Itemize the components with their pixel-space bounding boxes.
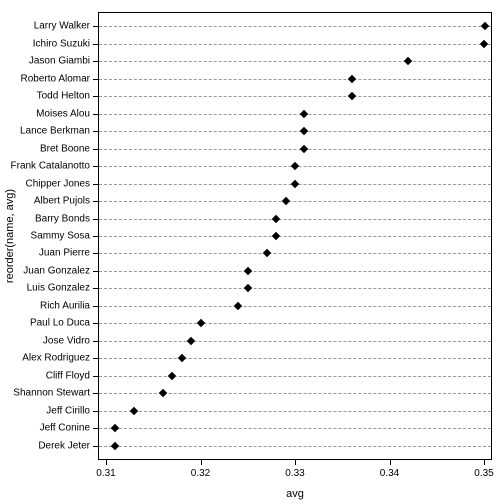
y-tick (93, 26, 98, 27)
gridline (99, 79, 491, 80)
y-tick-label: Chipper Jones (26, 178, 90, 189)
y-tick-label: Juan Pierre (39, 248, 90, 259)
gridline (99, 131, 491, 132)
y-axis-label: reorder(name, avg) (4, 189, 16, 283)
y-tick (93, 271, 98, 272)
gridline (99, 376, 491, 377)
gridline (99, 341, 491, 342)
x-axis-label: avg (286, 488, 304, 500)
y-tick (93, 79, 98, 80)
y-tick (93, 446, 98, 447)
gridline (99, 428, 491, 429)
gridline (99, 393, 491, 394)
x-tick-label: 0.32 (191, 468, 210, 479)
y-tick-label: Rich Aurilia (40, 300, 90, 311)
x-tick (484, 460, 485, 465)
gridline (99, 358, 491, 359)
y-tick (93, 219, 98, 220)
y-tick-label: Moises Alou (36, 108, 90, 119)
gridline (99, 253, 491, 254)
y-tick (93, 131, 98, 132)
x-tick (295, 460, 296, 465)
y-tick-label: Larry Walker (34, 21, 90, 32)
y-tick-label: Luis Gonzalez (27, 283, 90, 294)
y-tick (93, 253, 98, 254)
y-tick-label: Cliff Floyd (46, 370, 90, 381)
gridline (99, 61, 491, 62)
y-tick-label: Ichiro Suzuki (33, 38, 90, 49)
y-tick (93, 341, 98, 342)
x-tick-label: 0.35 (474, 468, 493, 479)
y-tick-label: Bret Boone (40, 143, 90, 154)
y-tick (93, 428, 98, 429)
gridline (99, 44, 491, 45)
y-tick-label: Albert Pujols (34, 196, 90, 207)
y-tick (93, 288, 98, 289)
y-tick (93, 61, 98, 62)
gridline (99, 411, 491, 412)
gridline (99, 271, 491, 272)
y-tick (93, 306, 98, 307)
y-tick (93, 166, 98, 167)
x-tick (390, 460, 391, 465)
y-tick (93, 236, 98, 237)
x-tick (201, 460, 202, 465)
y-tick-label: Sammy Sosa (31, 231, 90, 242)
y-tick (93, 114, 98, 115)
y-tick (93, 323, 98, 324)
y-tick-label: Shannon Stewart (13, 388, 90, 399)
y-tick-label: Alex Rodriguez (22, 353, 90, 364)
x-tick-label: 0.31 (96, 468, 115, 479)
gridline (99, 288, 491, 289)
x-tick-label: 0.34 (380, 468, 399, 479)
y-tick (93, 96, 98, 97)
gridline (99, 96, 491, 97)
y-tick (93, 201, 98, 202)
y-tick (93, 411, 98, 412)
y-tick (93, 376, 98, 377)
y-tick (93, 149, 98, 150)
gridline (99, 446, 491, 447)
gridline (99, 149, 491, 150)
y-tick-label: Jeff Cirillo (46, 405, 90, 416)
x-tick-label: 0.33 (285, 468, 304, 479)
gridline (99, 26, 491, 27)
gridline (99, 323, 491, 324)
y-tick-label: Frank Catalanotto (11, 161, 91, 172)
y-tick (93, 44, 98, 45)
gridline (99, 201, 491, 202)
y-tick (93, 393, 98, 394)
dotplot-chart: reorder(name, avg) avg 0.31 0.32 0.33 0.34 0… (0, 0, 504, 504)
y-tick (93, 358, 98, 359)
x-tick (106, 460, 107, 465)
y-tick-label: Roberto Alomar (21, 73, 90, 84)
y-tick-label: Todd Helton (37, 91, 90, 102)
y-tick-label: Jeff Conine (40, 423, 90, 434)
y-tick-label: Lance Berkman (20, 126, 90, 137)
y-tick-label: Derek Jeter (38, 440, 90, 451)
y-tick-label: Barry Bonds (35, 213, 90, 224)
y-tick-label: Juan Gonzalez (23, 265, 90, 276)
y-tick-label: Paul Lo Duca (30, 318, 90, 329)
y-tick-label: Jose Vidro (43, 335, 90, 346)
y-tick-label: Jason Giambi (29, 56, 90, 67)
y-tick (93, 184, 98, 185)
gridline (99, 306, 491, 307)
gridline (99, 114, 491, 115)
gridline (99, 219, 491, 220)
gridline (99, 236, 491, 237)
